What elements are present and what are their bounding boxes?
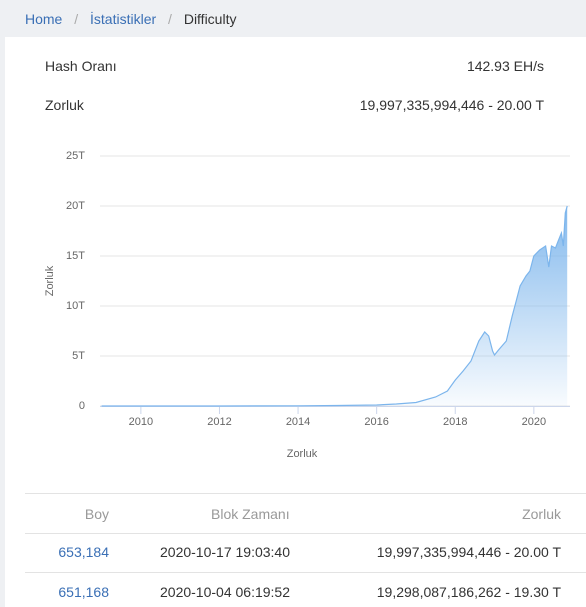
x-tick-label: 2014 [286, 416, 310, 428]
block-link[interactable]: 651,168 [58, 584, 109, 600]
y-tick-label: 0 [79, 400, 85, 412]
x-tick-label: 2018 [443, 416, 467, 428]
x-axis-title: Zorluk [287, 448, 318, 460]
x-tick-label: 2016 [364, 416, 388, 428]
x-tick-label: 2020 [522, 416, 546, 428]
line [101, 205, 568, 407]
table-header: Zorluk [522, 506, 561, 522]
y-tick-label: 10T [66, 300, 85, 312]
chart: Zorluk Zorluk 0 5T 10T 15T 20T 25T 2010 2012 201… [44, 150, 570, 460]
breadcrumb-current: Difficulty [183, 11, 237, 27]
divider [25, 493, 586, 494]
stat-value: 142.93 EH/s [466, 58, 544, 74]
table-cell: 19,298,087,186,262 - 19.30 T [376, 584, 561, 600]
y-tick-label: 20T [66, 200, 85, 212]
table-header: Boy [84, 506, 109, 522]
breadcrumb-link[interactable]: Home [25, 11, 63, 27]
divider [25, 572, 586, 573]
y-axis-title: Zorluk [44, 265, 56, 296]
y-tick-label: 5T [72, 350, 85, 362]
table-header: Blok Zamanı [211, 506, 290, 522]
y-tick-label: 15T [66, 250, 85, 262]
block-link[interactable]: 653,184 [58, 544, 109, 560]
table-cell: 19,997,335,994,446 - 20.00 T [376, 544, 561, 560]
table-cell: 2020-10-04 06:19:52 [160, 584, 290, 600]
breadcrumb: Home / İstatistikler / Difficulty [25, 11, 236, 27]
table-cell: 2020-10-17 19:03:40 [160, 544, 290, 560]
card [5, 37, 586, 607]
separator: / [74, 11, 79, 27]
breadcrumb-link[interactable]: İstatistikler [90, 11, 157, 27]
stat-label: Hash Oranı [45, 58, 117, 74]
divider [25, 533, 586, 534]
stat-label: Zorluk [45, 97, 84, 113]
separator: / [168, 11, 172, 27]
stat-value: 19,997,335,994,446 - 20.00 T [359, 97, 544, 113]
y-tick-label: 25T [66, 150, 85, 162]
x-tick-label: 2012 [207, 416, 231, 428]
x-tick-label: 2010 [129, 416, 153, 428]
area [101, 206, 568, 406]
